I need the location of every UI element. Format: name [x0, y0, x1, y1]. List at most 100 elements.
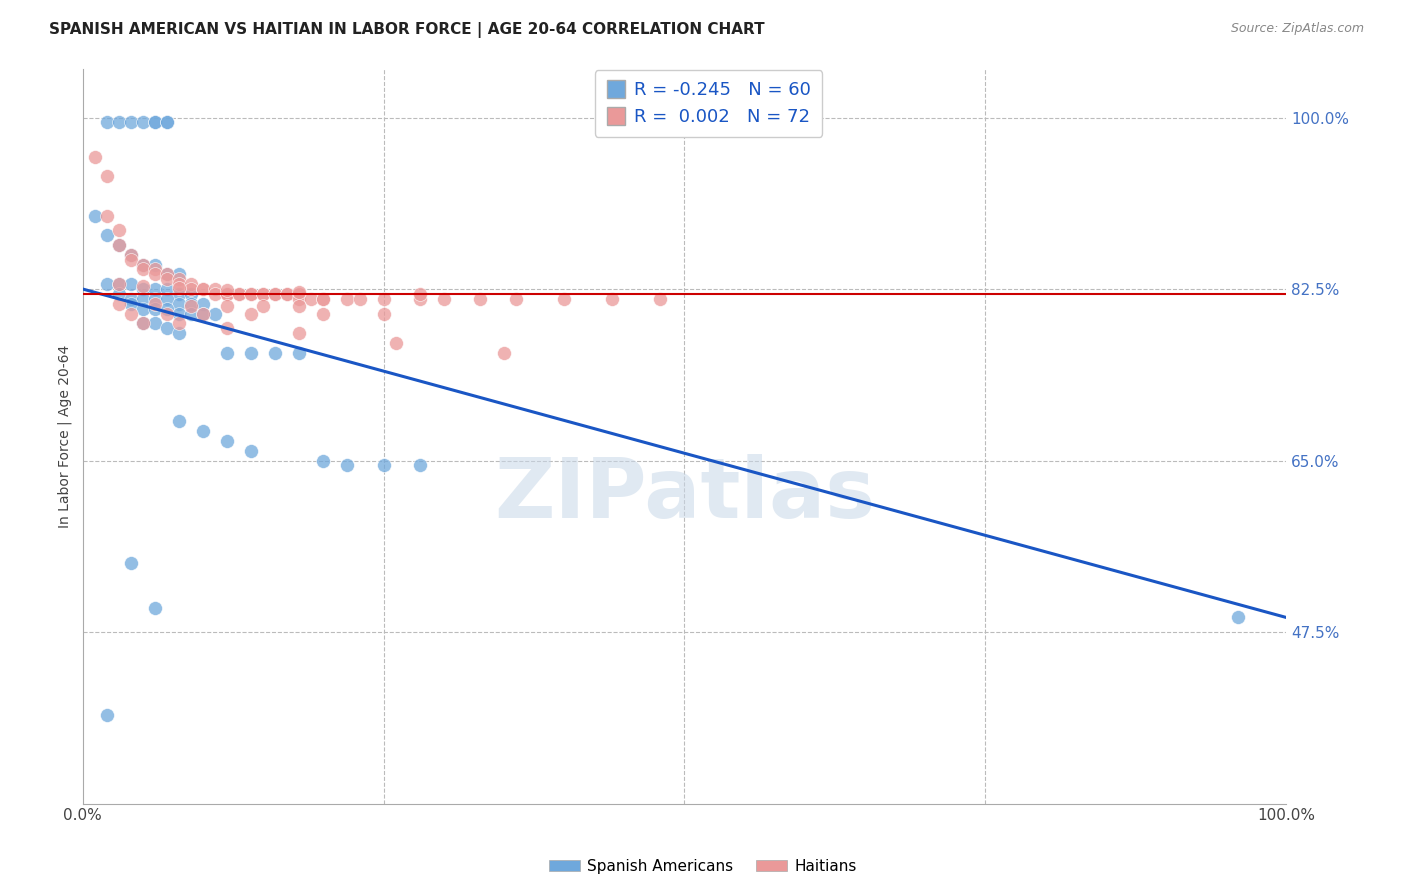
Point [240, 443, 263, 458]
Point [349, 292, 371, 306]
Point [143, 258, 166, 272]
Point [240, 287, 263, 301]
Point [96, 115, 118, 129]
Point [252, 287, 274, 301]
Point [143, 268, 166, 282]
Point [167, 287, 190, 301]
Point [1226, 610, 1249, 624]
Point [108, 238, 131, 252]
Point [156, 307, 179, 321]
Point [191, 424, 214, 438]
Point [336, 292, 359, 306]
Point [156, 272, 179, 286]
Point [108, 287, 131, 301]
Point [312, 292, 335, 306]
Point [288, 292, 311, 306]
Point [143, 282, 166, 296]
Point [180, 297, 202, 311]
Point [252, 299, 274, 313]
Text: ZIPatlas: ZIPatlas [494, 454, 875, 535]
Point [167, 272, 190, 286]
Point [156, 268, 179, 282]
Point [264, 345, 287, 359]
Point [217, 287, 239, 301]
Point [96, 708, 118, 723]
Point [132, 317, 155, 331]
Point [228, 287, 250, 301]
Point [553, 292, 575, 306]
Point [191, 307, 214, 321]
Point [288, 345, 311, 359]
Y-axis label: In Labor Force | Age 20-64: In Labor Force | Age 20-64 [58, 344, 72, 528]
Point [132, 317, 155, 331]
Point [217, 434, 239, 448]
Point [191, 307, 214, 321]
Point [143, 301, 166, 316]
Point [132, 262, 155, 277]
Point [83, 150, 105, 164]
Point [132, 258, 155, 272]
Point [312, 292, 335, 306]
Point [143, 115, 166, 129]
Legend: R = -0.245   N = 60, R =  0.002   N = 72: R = -0.245 N = 60, R = 0.002 N = 72 [595, 70, 823, 136]
Point [143, 262, 166, 277]
Point [408, 287, 430, 301]
Point [156, 115, 179, 129]
Point [180, 277, 202, 292]
Point [132, 282, 155, 296]
Point [240, 307, 263, 321]
Point [167, 277, 190, 292]
Point [264, 287, 287, 301]
Point [108, 297, 131, 311]
Point [384, 335, 406, 350]
Point [167, 297, 190, 311]
Point [120, 115, 142, 129]
Point [143, 600, 166, 615]
Point [217, 299, 239, 313]
Point [167, 317, 190, 331]
Point [191, 282, 214, 296]
Point [505, 292, 527, 306]
Point [240, 287, 263, 301]
Point [96, 277, 118, 292]
Point [120, 277, 142, 292]
Point [288, 287, 311, 301]
Point [312, 453, 335, 467]
Point [143, 115, 166, 129]
Point [143, 317, 166, 331]
Point [156, 268, 179, 282]
Point [217, 287, 239, 301]
Point [120, 248, 142, 262]
Point [240, 345, 263, 359]
Point [156, 282, 179, 296]
Point [180, 299, 202, 313]
Point [373, 307, 395, 321]
Point [132, 279, 155, 293]
Point [336, 458, 359, 473]
Point [264, 287, 287, 301]
Point [120, 292, 142, 306]
Point [312, 307, 335, 321]
Point [191, 282, 214, 296]
Point [156, 292, 179, 306]
Point [204, 307, 226, 321]
Point [408, 292, 430, 306]
Point [167, 414, 190, 428]
Point [204, 287, 226, 301]
Point [83, 209, 105, 223]
Point [120, 248, 142, 262]
Point [600, 292, 623, 306]
Point [276, 287, 298, 301]
Point [433, 292, 456, 306]
Point [650, 292, 672, 306]
Point [120, 297, 142, 311]
Point [96, 228, 118, 243]
Point [108, 223, 131, 237]
Text: SPANISH AMERICAN VS HAITIAN IN LABOR FORCE | AGE 20-64 CORRELATION CHART: SPANISH AMERICAN VS HAITIAN IN LABOR FOR… [49, 22, 765, 38]
Point [167, 281, 190, 295]
Point [132, 292, 155, 306]
Point [492, 345, 515, 359]
Point [228, 287, 250, 301]
Point [217, 321, 239, 335]
Point [120, 557, 142, 571]
